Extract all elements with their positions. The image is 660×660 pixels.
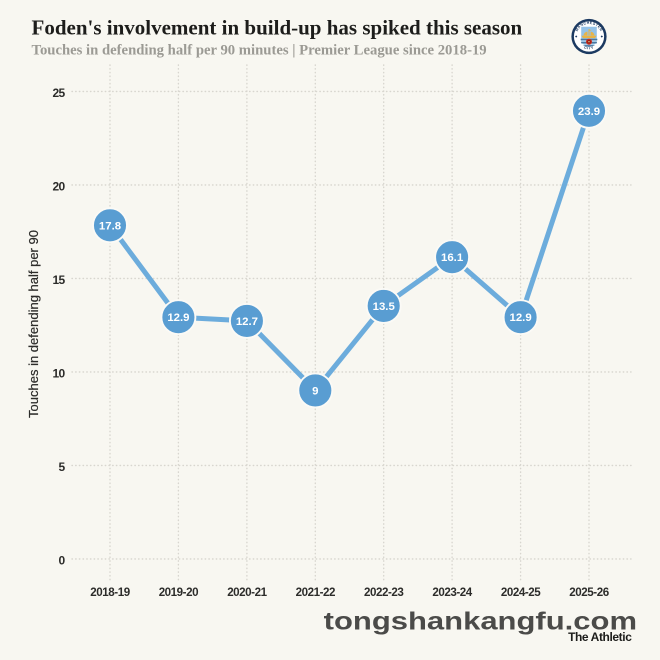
svg-text:Touches in defending half per: Touches in defending half per 90 xyxy=(26,230,41,418)
svg-text:2024-25: 2024-25 xyxy=(501,586,541,599)
svg-text:Touches in defending half per: Touches in defending half per 90 minutes… xyxy=(32,43,487,59)
svg-text:23.9: 23.9 xyxy=(578,106,600,118)
svg-text:2022-23: 2022-23 xyxy=(364,586,404,599)
svg-text:0: 0 xyxy=(59,553,66,567)
svg-text:12.9: 12.9 xyxy=(510,312,532,324)
svg-text:10: 10 xyxy=(53,366,66,380)
svg-text:15: 15 xyxy=(53,273,66,287)
svg-text:13.5: 13.5 xyxy=(373,301,396,313)
svg-text:CITY: CITY xyxy=(584,45,595,50)
svg-text:17.8: 17.8 xyxy=(99,220,121,232)
svg-text:tongshankangfu.com: tongshankangfu.com xyxy=(324,607,637,634)
svg-text:25: 25 xyxy=(53,86,66,100)
svg-text:12.9: 12.9 xyxy=(167,312,189,324)
svg-text:Foden's involvement in build-u: Foden's involvement in build-up has spik… xyxy=(32,16,523,40)
svg-text:2023-24: 2023-24 xyxy=(432,586,472,599)
svg-text:20: 20 xyxy=(53,179,66,193)
svg-text:2021-22: 2021-22 xyxy=(296,586,335,599)
svg-text:16.1: 16.1 xyxy=(441,252,464,264)
svg-text:2019-20: 2019-20 xyxy=(159,586,198,599)
svg-text:2018-19: 2018-19 xyxy=(90,586,130,599)
svg-text:9: 9 xyxy=(312,385,318,397)
svg-text:The Athletic: The Athletic xyxy=(568,630,632,644)
svg-text:2020-21: 2020-21 xyxy=(227,586,267,599)
svg-text:12.7: 12.7 xyxy=(236,316,258,328)
svg-text:5: 5 xyxy=(59,460,66,474)
svg-text:2025-26: 2025-26 xyxy=(569,586,609,599)
